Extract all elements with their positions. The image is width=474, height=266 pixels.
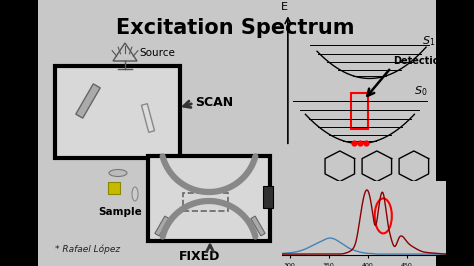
Polygon shape <box>141 104 155 132</box>
Ellipse shape <box>109 169 127 177</box>
Text: FIXED: FIXED <box>179 250 221 263</box>
Text: E: E <box>281 2 287 12</box>
Bar <box>108 182 120 194</box>
Text: Source: Source <box>139 48 175 58</box>
Text: Detection: Detection <box>393 56 447 66</box>
Bar <box>436 0 474 266</box>
Bar <box>351 93 368 129</box>
Text: * Rafael López: * Rafael López <box>55 244 120 254</box>
Bar <box>148 156 270 241</box>
Text: Sample: Sample <box>98 207 142 217</box>
Ellipse shape <box>132 187 138 201</box>
Bar <box>0 0 38 266</box>
Polygon shape <box>251 216 265 236</box>
Polygon shape <box>76 84 100 118</box>
Polygon shape <box>155 216 169 236</box>
Text: Excitation Spectrum: Excitation Spectrum <box>116 18 354 38</box>
Bar <box>263 186 273 208</box>
Text: SCAN: SCAN <box>195 97 233 110</box>
Bar <box>183 193 228 211</box>
Text: $S_0$: $S_0$ <box>414 84 427 98</box>
Text: $S_1$: $S_1$ <box>422 35 436 48</box>
Bar <box>55 66 180 158</box>
